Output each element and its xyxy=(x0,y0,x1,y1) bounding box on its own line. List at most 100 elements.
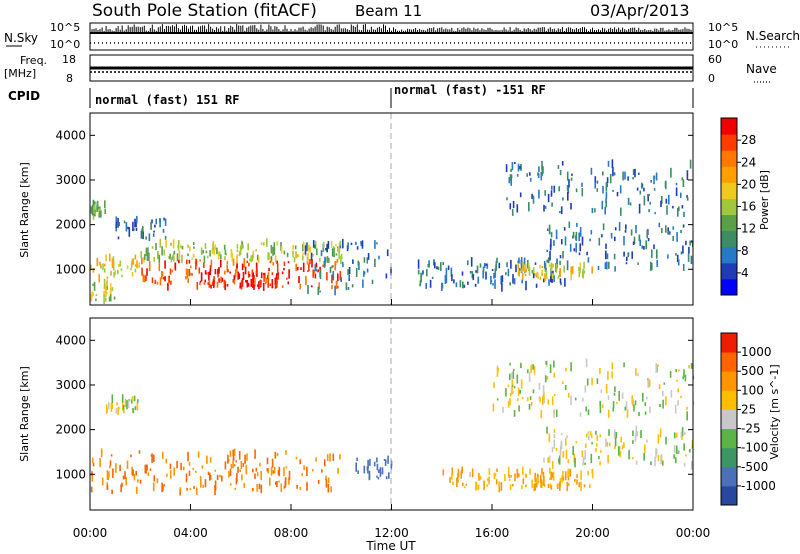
data-cell xyxy=(451,467,454,476)
data-cell xyxy=(217,268,219,275)
data-cell xyxy=(330,241,333,248)
data-cell xyxy=(606,183,608,188)
data-cell xyxy=(557,165,560,169)
data-cell xyxy=(522,466,524,475)
data-cell xyxy=(91,205,94,215)
colorbar-swatch xyxy=(721,447,737,468)
data-cell xyxy=(549,250,551,261)
data-cell xyxy=(564,385,567,391)
date-label: 03/Apr/2013 xyxy=(590,1,690,20)
data-cell xyxy=(223,244,226,250)
colorbar-tick-label: 20 xyxy=(741,177,756,191)
data-cell xyxy=(307,270,309,272)
data-cell xyxy=(612,407,614,412)
data-cell xyxy=(540,409,543,419)
data-cell xyxy=(612,401,615,408)
data-cell xyxy=(522,261,524,269)
data-cell xyxy=(232,455,235,461)
data-cell xyxy=(229,271,231,274)
data-cell xyxy=(574,479,576,482)
data-cell xyxy=(340,253,343,259)
data-cell xyxy=(216,474,219,480)
data-cell xyxy=(510,176,512,186)
data-cell xyxy=(620,436,622,443)
data-cell xyxy=(531,479,533,488)
data-cell xyxy=(94,208,96,217)
data-cell xyxy=(544,190,546,196)
data-cell xyxy=(236,472,238,482)
data-cell xyxy=(240,246,242,251)
data-cell xyxy=(654,456,656,467)
data-cell xyxy=(254,449,256,459)
data-cell xyxy=(352,259,354,264)
data-cell xyxy=(567,459,570,463)
data-cell xyxy=(235,460,238,463)
data-cell xyxy=(578,252,581,256)
data-cell xyxy=(288,269,290,279)
data-cell xyxy=(532,267,535,274)
data-cell xyxy=(565,449,568,459)
data-cell xyxy=(176,460,178,469)
data-cell xyxy=(265,277,267,283)
data-cell xyxy=(688,365,690,369)
data-cell xyxy=(648,209,650,213)
data-cell xyxy=(135,227,138,231)
data-cell xyxy=(121,274,123,278)
data-cell xyxy=(605,250,607,260)
data-cell xyxy=(92,283,94,287)
data-cell xyxy=(686,411,688,421)
data-cell xyxy=(119,260,122,267)
data-cell xyxy=(218,278,220,283)
data-cell xyxy=(314,264,317,272)
data-cell xyxy=(141,257,143,265)
data-cell xyxy=(119,464,121,472)
data-cell xyxy=(188,269,191,277)
data-cell xyxy=(240,280,243,290)
data-cell xyxy=(136,215,138,224)
data-cell xyxy=(665,225,667,233)
data-cell xyxy=(131,272,134,277)
cpid-segment-2: normal (fast) -151 RF xyxy=(394,83,546,97)
data-cell xyxy=(379,467,382,477)
data-cell xyxy=(355,268,358,277)
data-cell xyxy=(427,264,429,268)
data-cell xyxy=(169,463,172,469)
data-cell xyxy=(226,284,229,287)
data-cell xyxy=(277,272,279,279)
data-cell xyxy=(589,430,592,436)
data-cell xyxy=(255,467,258,472)
data-cell xyxy=(532,195,535,204)
colorbar-swatch xyxy=(721,198,737,216)
data-cell xyxy=(571,266,574,275)
data-cell xyxy=(244,266,247,275)
data-cell xyxy=(247,243,249,251)
data-cell xyxy=(460,471,462,479)
data-cell xyxy=(570,362,572,372)
data-cell xyxy=(562,197,564,201)
data-cell xyxy=(534,483,536,491)
data-cell xyxy=(230,463,233,467)
data-cell xyxy=(302,255,304,261)
data-cell xyxy=(130,267,132,271)
data-cell xyxy=(568,221,571,228)
data-cell xyxy=(660,455,662,465)
data-cell xyxy=(682,245,684,254)
data-cell xyxy=(611,371,613,379)
data-cell xyxy=(95,294,98,297)
x-tick-label: 20:00 xyxy=(575,526,610,540)
data-cell xyxy=(170,242,172,245)
data-cell xyxy=(244,454,246,464)
data-cell xyxy=(274,277,277,285)
data-cell xyxy=(288,477,290,485)
data-cell xyxy=(357,260,360,266)
data-cell xyxy=(570,266,572,273)
data-cell xyxy=(226,260,229,264)
data-cell xyxy=(154,224,156,228)
data-cell xyxy=(478,473,480,481)
data-cell xyxy=(174,262,177,271)
data-cell xyxy=(559,269,562,274)
data-cell xyxy=(518,257,520,264)
data-cell xyxy=(242,244,244,249)
data-cell xyxy=(376,463,379,471)
